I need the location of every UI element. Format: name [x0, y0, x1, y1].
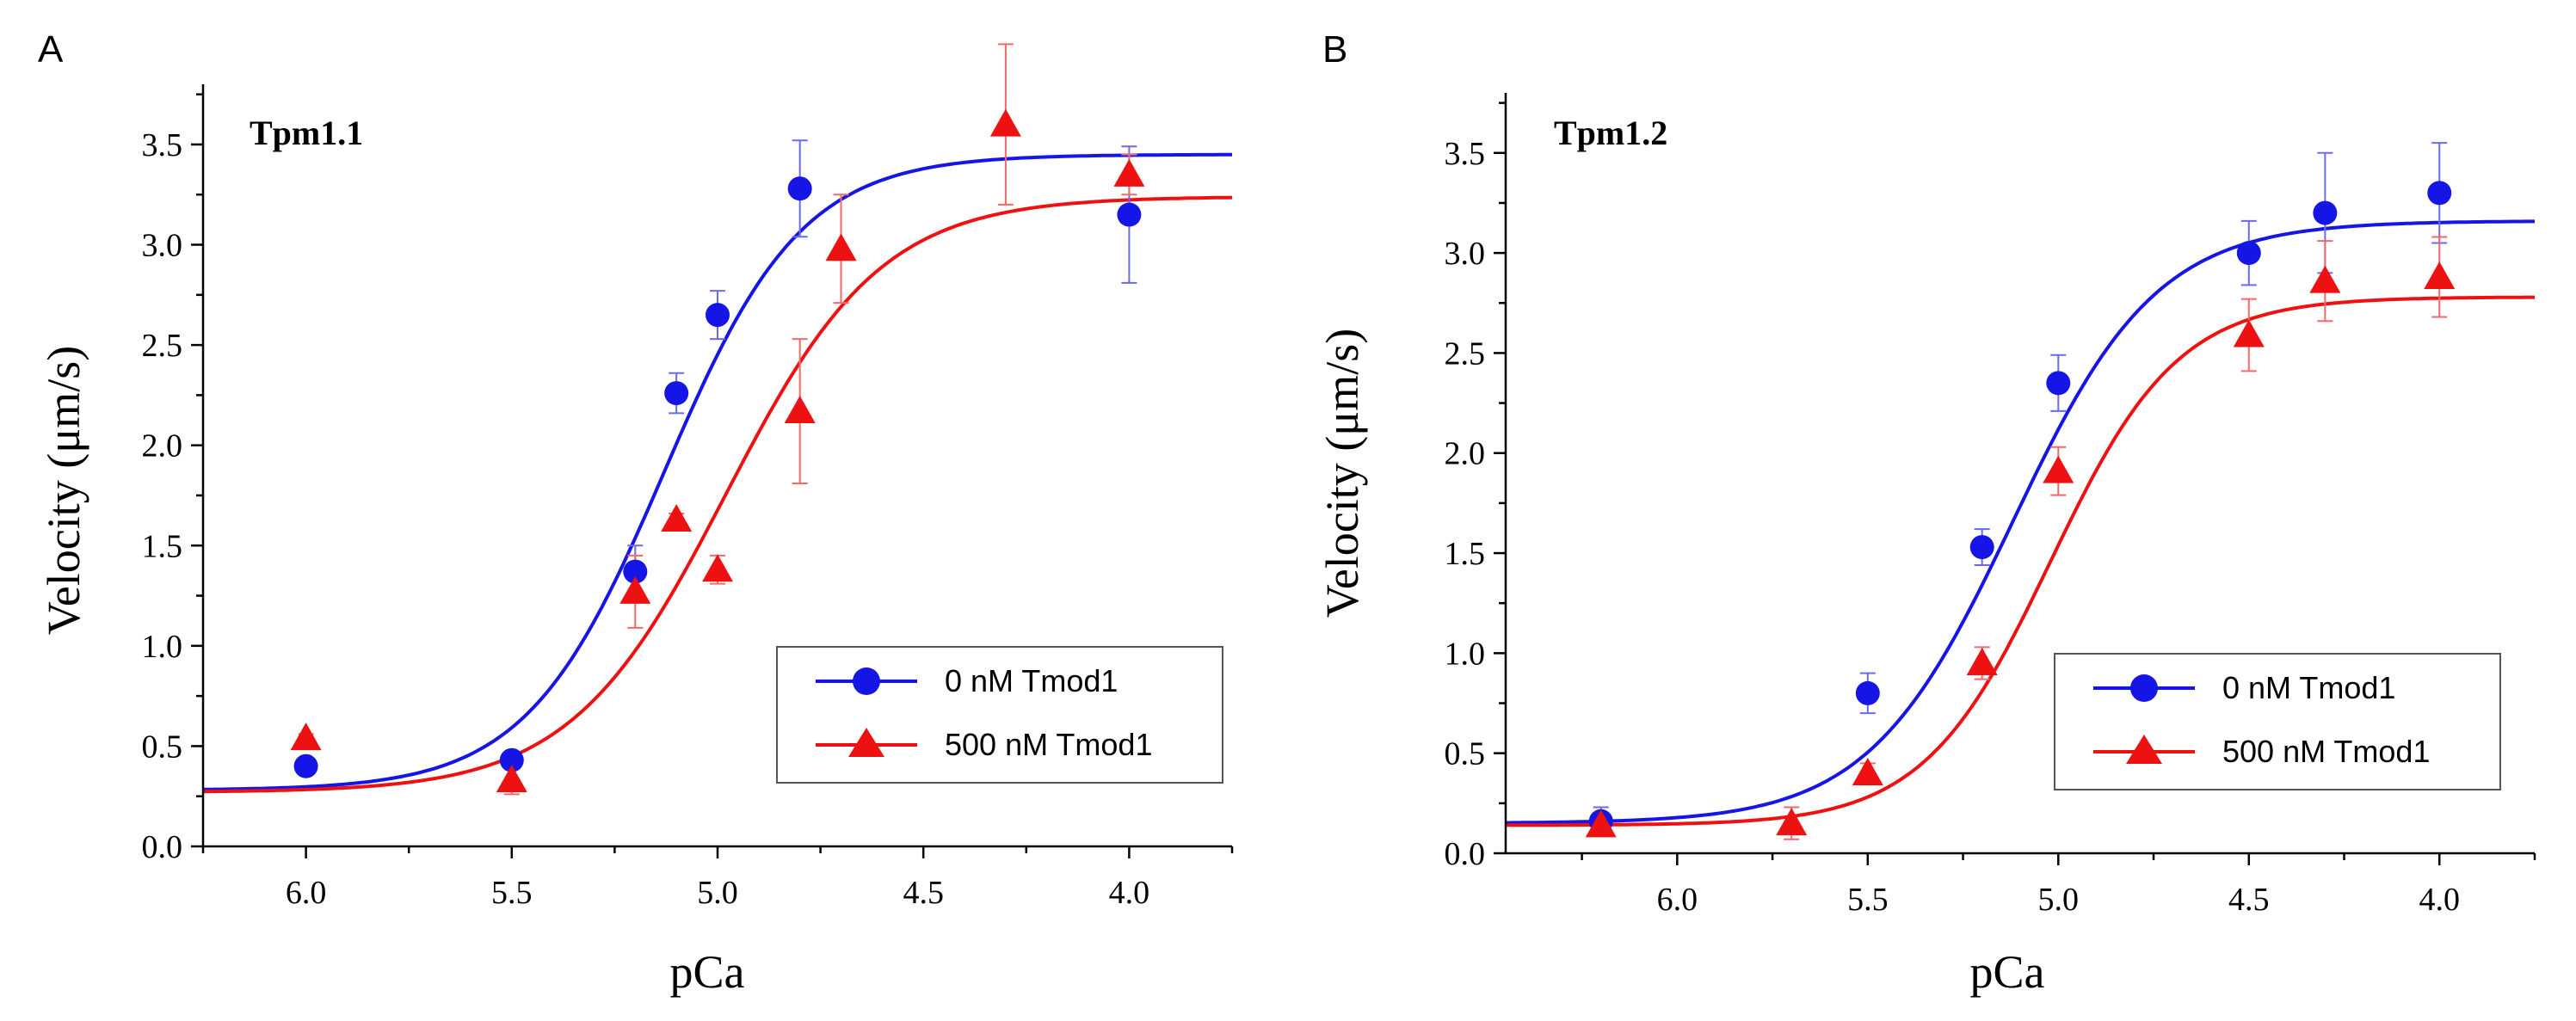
panel-a-point-500nM — [496, 765, 527, 793]
panel-b-point-0nM — [2427, 181, 2452, 206]
panel-a-ytick-label: 1.5 — [142, 528, 183, 564]
panel-a-point-500nM — [661, 503, 693, 532]
panel-a-fit-curves — [203, 152, 1233, 794]
panel-a-ytick-label: 3.0 — [142, 228, 183, 264]
panel-b-fit-curves — [1506, 219, 2535, 827]
panel-b-xtick-label: 4.0 — [2419, 882, 2461, 918]
panel-a-point-0nM — [623, 559, 648, 584]
panel-b-legend-marker-0 — [2130, 674, 2158, 702]
panel-a-ytick-label: 2.5 — [142, 328, 183, 364]
panel-a-ytick-label: 3.5 — [142, 127, 183, 163]
panel-b-ylabel: Velocity (μm/s) — [1316, 329, 1368, 618]
panel-a-ytick-label: 1.0 — [142, 629, 183, 665]
panel-a-ytick-label: 0.5 — [142, 729, 183, 765]
panel-b-point-0nM — [1969, 535, 1994, 560]
panel-a-ytick-label: 0.0 — [142, 829, 183, 865]
panel-b-point-500nM — [2424, 261, 2456, 290]
panel-a-point-0nM — [664, 381, 689, 406]
panel-a-point-500nM — [825, 233, 857, 261]
panel-b-legend-label-1: 500 nM Tmod1 — [2222, 734, 2430, 769]
panel-b-title: Tpm1.2 — [1554, 114, 1667, 152]
panel-a-legend: 0 nM Tmod1 500 nM Tmod1 — [776, 646, 1223, 784]
panel-b-legend-box — [2054, 653, 2501, 790]
panel-a-point-0nM — [787, 176, 812, 201]
panel-b: B Tpm1.2 Velocity (μm/s) pCa 0.0 0.5 1.0 1.… — [1316, 28, 2536, 998]
panel-b-point-500nM — [1776, 808, 1808, 836]
panel-b-point-0nM — [2236, 241, 2261, 266]
panel-b-data-points — [1585, 181, 2456, 838]
panel-b-point-500nM — [2043, 455, 2074, 483]
panel-b-xtick-label: 5.0 — [2038, 882, 2080, 918]
panel-b-xtick-label: 6.0 — [1657, 882, 1698, 918]
panel-a-legend-box — [776, 646, 1223, 784]
panel-a-point-0nM — [499, 747, 524, 772]
panel-b-point-500nM — [2233, 319, 2265, 348]
panel-b-fit-500nM — [1506, 295, 2535, 827]
panel-a-point-500nM — [702, 554, 733, 582]
panel-a-ylabel: Velocity (μm/s) — [38, 346, 89, 635]
panel-b-point-0nM — [1855, 680, 1880, 705]
panel-a-ytick-label: 2.0 — [142, 428, 183, 464]
panel-b-legend-marker-1 — [2126, 735, 2162, 764]
panel-b-point-500nM — [1966, 648, 1998, 675]
panel-b-ytick-label: 2.0 — [1445, 436, 1486, 472]
panel-a-point-0nM — [706, 303, 730, 328]
panel-a-xtick-label: 5.0 — [697, 875, 738, 911]
panel-b-axes: 0.0 0.5 1.0 1.5 2.0 2.5 3.0 3.5 6.0 5.5 5.0 4.5 4.0 — [1445, 93, 2536, 918]
panel-b-ytick-label: 2.5 — [1445, 335, 1486, 372]
panel-b-ytick-label: 0.0 — [1445, 836, 1486, 872]
panel-b-point-500nM — [1852, 757, 1883, 785]
panel-b-fit-0nM — [1506, 219, 2535, 825]
panel-b-point-500nM — [2309, 265, 2341, 293]
panel-b-ytick-label: 3.5 — [1445, 136, 1486, 172]
panel-a-fit-500nM — [203, 195, 1233, 794]
panel-a-point-500nM — [290, 723, 322, 751]
panel-a-xtick-label: 6.0 — [286, 875, 327, 911]
panel-a-legend-label-0: 0 nM Tmod1 — [945, 663, 1118, 698]
panel-letter-b: B — [1322, 28, 1347, 71]
panel-b-point-0nM — [2313, 200, 2338, 225]
panel-a-data-points — [290, 108, 1145, 793]
panel-a-axes: 0.0 0.5 1.0 1.5 2.0 2.5 3.0 3.5 6.0 5.5 5.0 4.5 4.0 — [142, 84, 1234, 911]
panel-a-xtick-label: 4.0 — [1109, 875, 1150, 911]
panel-a-title: Tpm1.1 — [250, 114, 363, 152]
panel-a-point-0nM — [1117, 202, 1142, 227]
panel-b-ytick-label: 1.0 — [1445, 636, 1486, 672]
panel-a-fit-0nM — [203, 152, 1232, 791]
panel-a-point-500nM — [784, 396, 816, 424]
panel-b-xlabel: pCa — [1970, 946, 2045, 998]
panel-a-legend-label-1: 500 nM Tmod1 — [945, 727, 1152, 762]
panel-a: A Tpm1.1 Velocity (μm/s) pCa 0.0 0.5 1.0 1.… — [38, 28, 1234, 998]
panel-a-xtick-label: 4.5 — [903, 875, 944, 911]
panel-b-xtick-label: 4.5 — [2228, 882, 2270, 918]
panel-b-ytick-label: 0.5 — [1445, 736, 1486, 772]
panel-a-point-500nM — [1113, 158, 1145, 187]
panel-a-xtick-label: 5.5 — [491, 875, 533, 911]
panel-a-xlabel: pCa — [670, 946, 745, 998]
panel-b-ytick-label: 1.5 — [1445, 536, 1486, 572]
panel-b-ytick-label: 3.0 — [1445, 236, 1486, 272]
panel-a-legend-marker-1 — [848, 728, 884, 757]
panel-a-point-500nM — [989, 108, 1021, 137]
panel-b-legend-label-0: 0 nM Tmod1 — [2222, 670, 2395, 705]
panel-a-legend-marker-0 — [853, 667, 880, 695]
panel-letter-a: A — [38, 28, 64, 71]
panel-b-xtick-label: 5.5 — [1847, 882, 1889, 918]
panel-a-point-500nM — [619, 575, 651, 604]
panel-a-point-0nM — [293, 753, 318, 778]
panel-b-legend: 0 nM Tmod1 500 nM Tmod1 — [2054, 653, 2501, 790]
panel-b-point-0nM — [2046, 371, 2071, 396]
panel-b-point-500nM — [1585, 809, 1617, 838]
